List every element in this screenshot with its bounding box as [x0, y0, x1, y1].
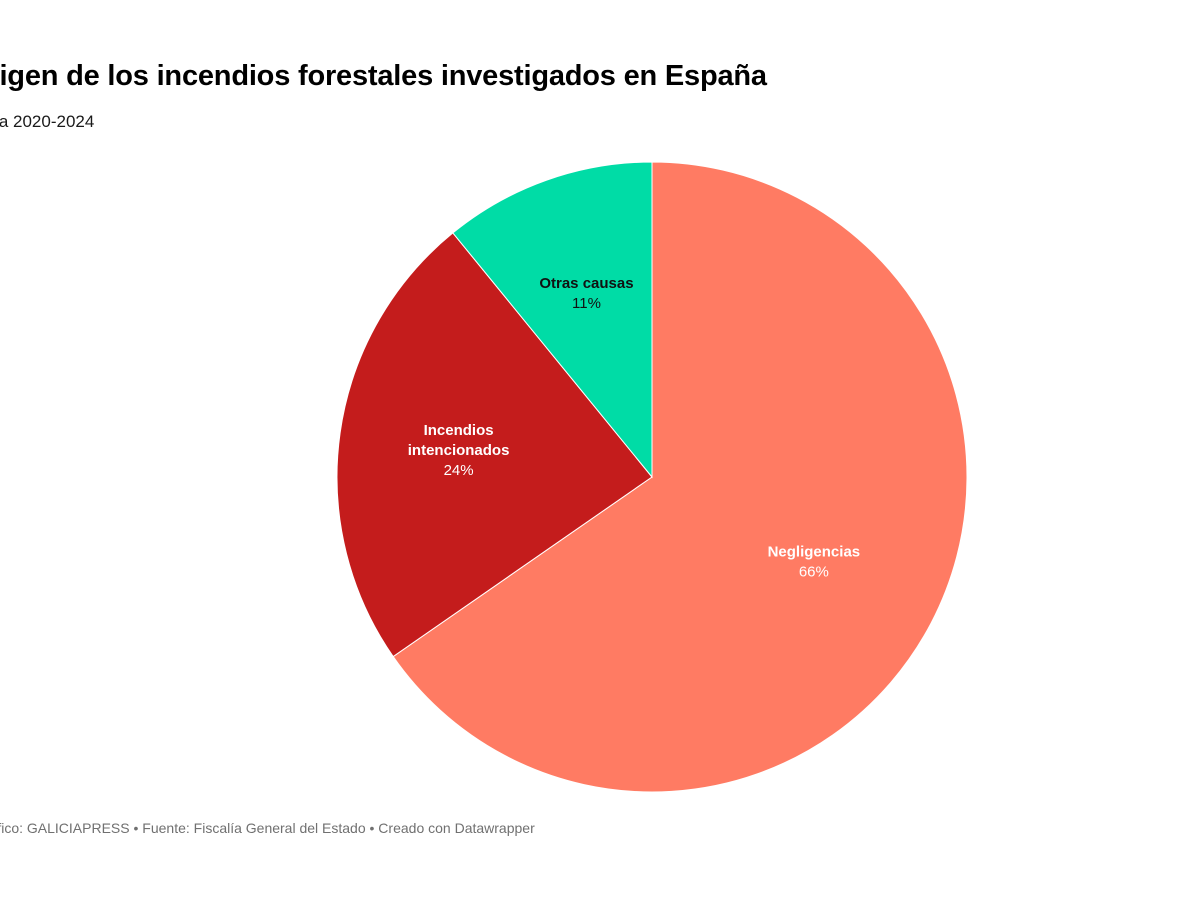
pie-slice-incendios-intencionados[interactable]	[336, 232, 653, 658]
chart-title: Origen de los incendios forestales inves…	[0, 60, 767, 92]
slice-label-incendios-intencionados: Incendios intencionados 24%	[408, 422, 510, 479]
slice-value-negligencias: 66%	[799, 564, 829, 581]
slice-labels: Negligencias 66% Incendios intencionados 24%…	[408, 275, 860, 581]
slice-value-incendios-intencionados: 24%	[444, 462, 474, 479]
pie-slice-negligencias[interactable]	[392, 161, 968, 793]
slice-label-otras-causas: Otras causas 11%	[539, 275, 633, 312]
pie-slice-otras-causas[interactable]	[452, 161, 653, 479]
chart-footer: Gráfico: GALICIAPRESS • Fuente: Fiscalía…	[0, 820, 535, 836]
slice-value-otras-causas: 11%	[572, 295, 601, 312]
chart-subtitle: Media 2020-2024	[0, 112, 95, 131]
slice-label-negligencias: Negligencias 66%	[768, 544, 861, 581]
